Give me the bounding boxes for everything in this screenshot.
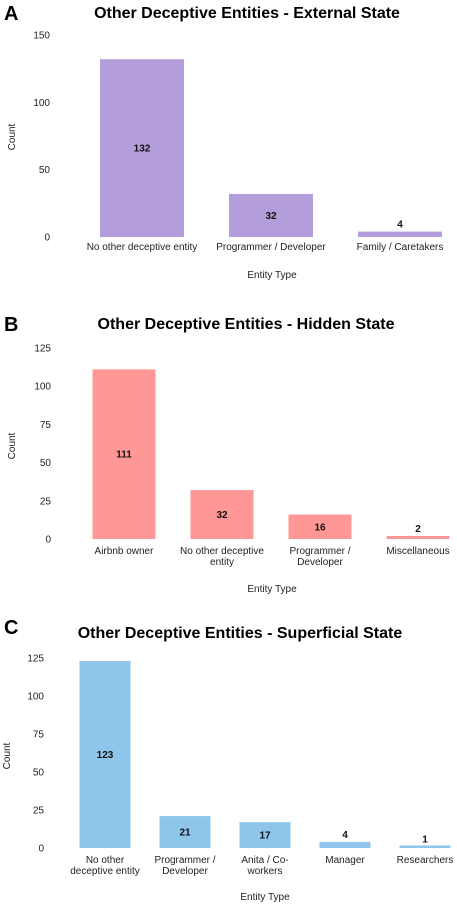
x-tick-label: Programmer / xyxy=(289,546,350,557)
bar-value-label: 111 xyxy=(116,450,132,461)
y-tick-label: 100 xyxy=(34,382,51,393)
panel-c: C Other Deceptive Entities - Superficial… xyxy=(2,617,453,903)
bar xyxy=(319,841,371,848)
bar-value-label: 4 xyxy=(397,220,403,231)
y-tick-label: 0 xyxy=(44,233,50,244)
bar xyxy=(239,822,291,848)
bar-value-label: 16 xyxy=(314,522,326,533)
bar xyxy=(358,231,442,237)
x-tick-label: Family / Caretakers xyxy=(357,242,444,253)
bars-c: 123 21 17 4 1 xyxy=(79,661,451,848)
y-axis-label-b: Count xyxy=(7,432,18,459)
x-tick-label: entity xyxy=(210,557,234,568)
x-tick-label: Developer xyxy=(162,866,208,877)
bar-value-label: 123 xyxy=(97,750,114,761)
y-tick-label: 150 xyxy=(33,31,50,42)
y-axis-label-a: Count xyxy=(7,123,18,150)
x-axis-label-c: Entity Type xyxy=(240,892,290,903)
x-tick-label: Researchers xyxy=(397,855,454,866)
bar xyxy=(288,514,352,539)
x-tick-label: No other deceptive xyxy=(180,546,264,557)
y-tick-label: 75 xyxy=(40,420,52,431)
y-tick-label: 75 xyxy=(33,730,45,741)
y-tick-label: 125 xyxy=(27,654,44,665)
x-tick-label: deceptive entity xyxy=(70,866,140,877)
x-tick-label: Developer xyxy=(297,557,343,568)
bar-value-label: 17 xyxy=(259,831,271,842)
chart-title-b: Other Deceptive Entities - Hidden State xyxy=(98,316,395,333)
bar xyxy=(79,661,131,848)
bar xyxy=(92,369,156,539)
panel-letter-c: C xyxy=(4,617,18,639)
bar-value-label: 2 xyxy=(415,524,421,535)
y-tick-label: 100 xyxy=(27,692,44,703)
y-tick-label: 50 xyxy=(39,165,51,176)
bar-value-label: 4 xyxy=(342,830,348,841)
y-tick-label: 50 xyxy=(40,458,52,469)
bar-value-label: 132 xyxy=(134,144,151,155)
y-axis-c: 0 25 50 75 100 125 xyxy=(27,654,44,855)
x-axis-a: No other deceptive entity Programmer / De… xyxy=(87,242,444,253)
y-tick-label: 0 xyxy=(38,844,44,855)
y-axis-a: 0 50 100 150 xyxy=(33,31,50,244)
bars-a: 132 32 4 xyxy=(100,59,442,237)
bar xyxy=(190,490,254,539)
y-tick-label: 125 xyxy=(34,344,51,355)
chart-title-a: Other Deceptive Entities - External Stat… xyxy=(94,5,400,22)
y-axis-b: 0 25 50 75 100 125 xyxy=(34,344,51,546)
bar-value-label: 1 xyxy=(422,834,428,845)
x-tick-label: Programmer / Developer xyxy=(216,242,326,253)
panel-b: B Other Deceptive Entities - Hidden Stat… xyxy=(4,314,450,595)
y-tick-label: 0 xyxy=(45,535,51,546)
y-tick-label: 25 xyxy=(40,496,52,507)
bar xyxy=(386,535,450,539)
x-tick-label: No other deceptive entity xyxy=(87,242,198,253)
bar-value-label: 32 xyxy=(216,510,228,521)
panel-a: A Other Deceptive Entities - External St… xyxy=(4,3,443,281)
y-tick-label: 100 xyxy=(33,98,50,109)
x-tick-label: No other xyxy=(86,855,125,866)
panel-letter-b: B xyxy=(4,314,18,336)
bar xyxy=(229,193,313,237)
y-tick-label: 50 xyxy=(33,768,45,779)
bar xyxy=(100,59,184,237)
bar xyxy=(159,816,211,848)
x-tick-label: Anita / Co- xyxy=(241,855,288,866)
x-axis-label-a: Entity Type xyxy=(247,270,297,281)
x-tick-label: Programmer / xyxy=(154,855,215,866)
x-tick-label: Manager xyxy=(325,855,365,866)
bar xyxy=(399,845,451,848)
panel-letter-a: A xyxy=(4,3,18,25)
x-tick-label: workers xyxy=(246,866,282,877)
bar-value-label: 21 xyxy=(179,828,191,839)
y-axis-label-c: Count xyxy=(2,742,13,769)
x-tick-label: Miscellaneous xyxy=(386,546,449,557)
bar-value-label: 32 xyxy=(265,211,277,222)
chart-title-c: Other Deceptive Entities - Superficial S… xyxy=(78,625,403,642)
x-tick-label: Airbnb owner xyxy=(95,546,155,557)
bars-b: 111 32 16 2 xyxy=(92,369,450,539)
y-tick-label: 25 xyxy=(33,806,45,817)
x-axis-label-b: Entity Type xyxy=(247,584,297,595)
